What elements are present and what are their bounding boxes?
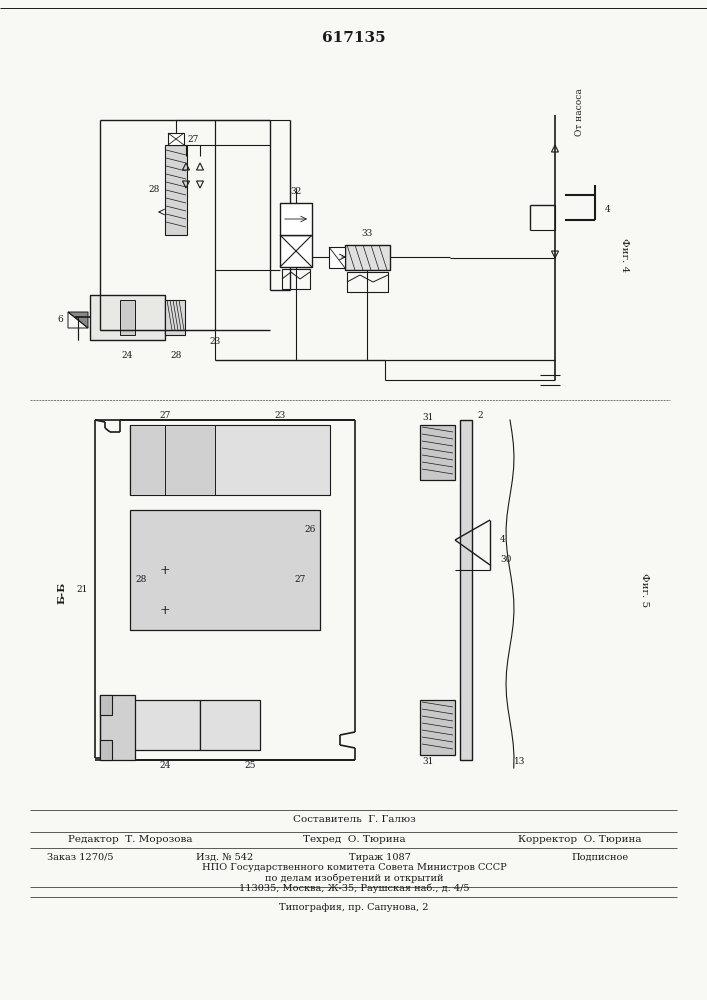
Text: Составитель  Г. Галюз: Составитель Г. Галюз <box>293 816 416 824</box>
Text: +: + <box>160 603 170 616</box>
Text: 33: 33 <box>361 229 373 237</box>
Bar <box>420 425 455 480</box>
Text: по делам изобретений и открытий: по делам изобретений и открытий <box>264 873 443 883</box>
Text: 13: 13 <box>514 758 526 766</box>
Text: 31: 31 <box>422 758 433 766</box>
Bar <box>120 300 135 335</box>
Text: Техред  О. Тюрина: Техред О. Тюрина <box>303 836 405 844</box>
Bar <box>329 247 345 268</box>
Text: 28: 28 <box>170 351 182 360</box>
Text: Б-Б: Б-Б <box>57 582 66 604</box>
Bar <box>420 700 455 755</box>
Text: 4: 4 <box>500 536 506 544</box>
Text: 24: 24 <box>122 351 133 360</box>
Bar <box>347 272 388 292</box>
Text: 6: 6 <box>57 316 63 324</box>
Text: 2: 2 <box>477 412 483 420</box>
Text: 32: 32 <box>291 186 302 196</box>
Text: 24: 24 <box>159 760 170 770</box>
Text: Заказ 1270/5: Заказ 1270/5 <box>47 852 113 861</box>
Text: 31: 31 <box>422 414 433 422</box>
Text: 4: 4 <box>605 206 611 215</box>
Text: 27: 27 <box>159 412 170 420</box>
Bar <box>100 740 112 760</box>
Bar <box>130 510 320 630</box>
Bar <box>165 145 187 235</box>
Text: От насоса: От насоса <box>575 88 585 136</box>
Text: Фиг. 4: Фиг. 4 <box>621 238 629 272</box>
Text: 30: 30 <box>500 556 511 564</box>
Bar <box>200 700 260 750</box>
Text: Типография, пр. Сапунова, 2: Типография, пр. Сапунова, 2 <box>279 904 428 912</box>
Bar <box>100 695 112 715</box>
Bar <box>130 425 330 495</box>
Bar <box>165 300 185 335</box>
Text: НПО Государственного комитета Совета Министров СССР: НПО Государственного комитета Совета Мин… <box>201 863 506 872</box>
Text: 23: 23 <box>209 338 221 347</box>
Bar <box>130 700 200 750</box>
Text: 113035, Москва, Ж-35, Раушская наб., д. 4/5: 113035, Москва, Ж-35, Раушская наб., д. … <box>239 883 469 893</box>
Text: Тираж 1087: Тираж 1087 <box>349 852 411 861</box>
Text: 28: 28 <box>148 186 160 194</box>
Text: Корректор  О. Тюрина: Корректор О. Тюрина <box>518 836 642 844</box>
Bar <box>90 295 165 340</box>
Text: Фиг. 5: Фиг. 5 <box>641 573 650 607</box>
Text: 27: 27 <box>294 576 305 584</box>
Text: 28: 28 <box>135 576 146 584</box>
Text: 617135: 617135 <box>322 31 386 45</box>
Text: 21: 21 <box>76 585 88 594</box>
Text: 27: 27 <box>187 134 199 143</box>
Text: Подписное: Подписное <box>571 852 629 861</box>
Bar <box>280 203 312 235</box>
Text: +: + <box>160 564 170 576</box>
Bar <box>100 695 135 760</box>
Text: 23: 23 <box>274 412 286 420</box>
Text: 25: 25 <box>244 760 256 770</box>
Bar <box>168 133 184 145</box>
Text: Редактор  Т. Морозова: Редактор Т. Морозова <box>68 836 192 844</box>
Bar <box>282 269 310 289</box>
Bar <box>460 420 472 760</box>
Text: Изд. № 542: Изд. № 542 <box>197 852 254 861</box>
Bar <box>345 245 390 270</box>
Bar <box>280 235 312 267</box>
Text: 26: 26 <box>304 526 316 534</box>
Polygon shape <box>68 312 88 328</box>
Bar <box>130 425 215 495</box>
